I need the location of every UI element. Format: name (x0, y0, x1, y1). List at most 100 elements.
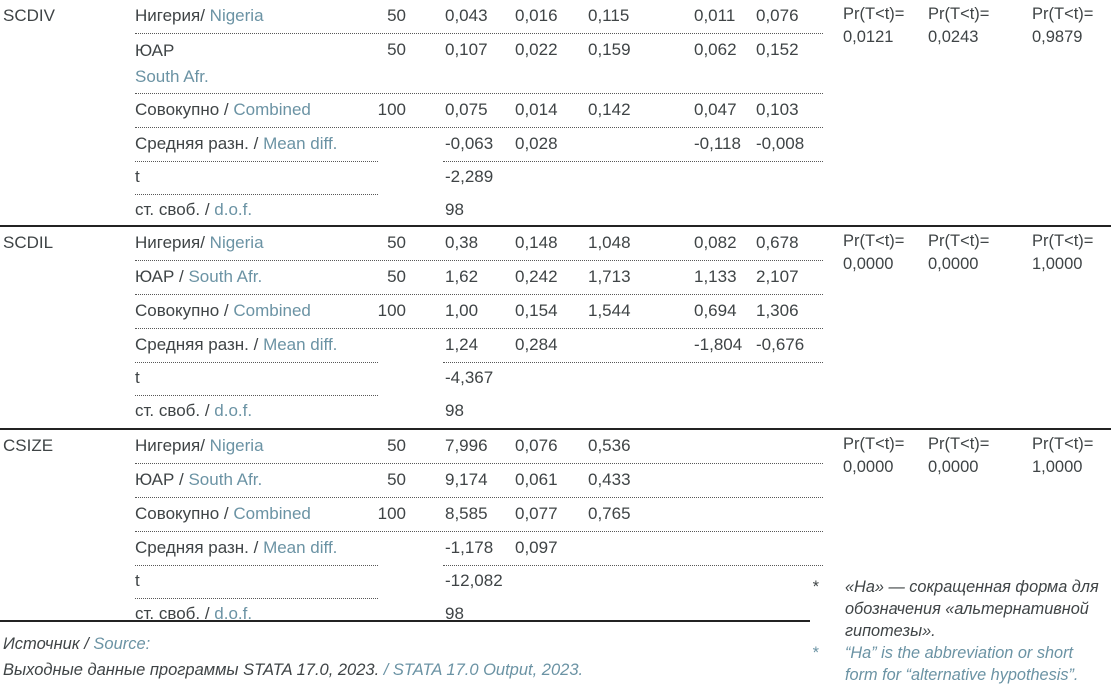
source-note: Источник / Source: Выходные данные прогр… (3, 631, 583, 683)
cell-spacer (409, 329, 445, 362)
cell-n (373, 329, 409, 362)
cell-n (373, 395, 409, 428)
cell-ci-high: -0,676 (756, 335, 805, 354)
cell-std-err (515, 362, 588, 395)
cell-std-err: 0,016 (515, 6, 558, 25)
table-row: Совокупно / Combined 100 8,585 0,077 0,765 (135, 498, 823, 532)
row-label-ru: ЮАР / (135, 470, 184, 489)
cell-std-err: 0,148 (515, 233, 558, 252)
source-text: Выходные данные программы STATA 17.0, 20… (3, 657, 583, 683)
cell-std-err: 0,014 (515, 100, 558, 119)
cell-ci-high: 0,103 (756, 100, 799, 119)
cell-n (373, 128, 409, 161)
cell-mean: 1,62 (445, 267, 479, 286)
cell-n: 50 (387, 436, 406, 455)
cell-ci-high: 1,306 (756, 301, 799, 320)
cell-mean: -4,367 (445, 368, 494, 387)
pr-value: 0,9879 (1032, 28, 1083, 46)
source-label-en: Source: (93, 635, 151, 653)
cell-n: 50 (387, 6, 406, 25)
cell-ci-low (694, 498, 756, 531)
row-label: Совокупно / Combined (135, 295, 373, 328)
cell-std-dev (588, 532, 694, 565)
cell-std-dev (588, 362, 694, 395)
cell-std-dev (588, 329, 694, 362)
cell-spacer (409, 34, 445, 93)
source-label: Источник / Source: (3, 631, 583, 657)
table-row: Средняя разн. / Mean diff. -0,063 0,028 -0,… (135, 128, 823, 162)
variable-name: CSIZE (3, 436, 54, 455)
pr-header: Pr(T<t)= (843, 5, 905, 23)
dotted-separator (443, 362, 823, 363)
cell-ci-low (694, 565, 756, 598)
cell-spacer (409, 498, 445, 531)
cell-ci-high (756, 532, 823, 565)
pr-header: Pr(T<t)= (928, 5, 990, 23)
cell-ci-low: 0,694 (694, 301, 737, 320)
cell-n: 100 (377, 100, 406, 119)
pr-value: 0,0000 (843, 255, 894, 273)
row-label-ru: Средняя разн. / (135, 335, 259, 354)
cell-std-err (515, 565, 588, 598)
row-label: Средняя разн. / Mean diff. (135, 532, 373, 565)
cell-spacer (409, 227, 445, 260)
table-block-scdil: SCDIL Нигерия/ Nigeria 50 0,38 0,148 1,048 0,0… (0, 227, 1111, 430)
pr-value: 0,0121 (843, 28, 894, 46)
cell-ci-high (756, 464, 823, 497)
row-label-en: South Afr. (188, 470, 263, 489)
source-label-ru: Источник / (3, 635, 89, 653)
row-label: ЮАР / South Afr. (135, 261, 373, 294)
cell-mean: 98 (445, 604, 464, 623)
block-rows: Нигерия/ Nigeria 50 0,043 0,016 0,115 0,011 0,… (135, 0, 823, 225)
cell-std-err (515, 161, 588, 194)
pr-value: 0,0000 (843, 458, 894, 476)
cell-mean: -1,178 (445, 538, 494, 557)
table-row: ст. своб. / d.o.f. 98 (135, 194, 823, 225)
cell-spacer (409, 430, 445, 463)
table-row: Средняя разн. / Mean diff. -1,178 0,097 (135, 532, 823, 566)
cell-ci-low: 0,047 (694, 100, 737, 119)
row-label-ru: t (135, 167, 140, 186)
cell-ci-low (694, 194, 756, 226)
cell-n: 100 (377, 301, 406, 320)
cell-ci-low (694, 532, 756, 565)
cell-ci-high (756, 395, 823, 428)
cell-std-dev (588, 395, 694, 428)
cell-ci-low: 0,062 (694, 40, 737, 59)
cell-std-dev (588, 598, 694, 630)
cell-n (373, 598, 409, 630)
row-label-ru: t (135, 368, 140, 387)
row-label-en: Nigeria (209, 6, 264, 25)
cell-std-err: 0,242 (515, 267, 558, 286)
pr-cell: Pr(T<t)= 0,0000 (928, 230, 1020, 276)
cell-std-dev (588, 194, 694, 226)
source-text-ru: Выходные данные программы STATA 17.0, 20… (3, 661, 384, 679)
row-label: ст. своб. / d.o.f. (135, 395, 373, 428)
table-row: Нигерия/ Nigeria 50 0,38 0,148 1,048 0,082 0,6… (135, 227, 823, 261)
cell-mean: 7,996 (445, 436, 488, 455)
pr-header: Pr(T<t)= (928, 232, 990, 250)
cell-std-dev (588, 128, 694, 161)
row-label: ЮАР / South Afr. (135, 464, 373, 497)
pr-cell: Pr(T<t)= 1,0000 (1032, 433, 1111, 479)
dotted-separator (135, 565, 378, 566)
row-label: Средняя разн. / Mean diff. (135, 329, 373, 362)
cell-std-err: 0,097 (515, 538, 558, 557)
table-block-scdiv: SCDIV Нигерия/ Nigeria 50 0,043 0,016 0,115 0,… (0, 0, 1111, 227)
cell-spacer (409, 565, 445, 598)
row-label-en: South Afr. (135, 67, 209, 86)
cell-std-dev: 0,765 (588, 504, 631, 523)
cell-spacer (409, 362, 445, 395)
cell-n (373, 194, 409, 226)
cell-std-dev (588, 161, 694, 194)
footnote-ru-text: «На» — сокращенная форма для обозначения… (845, 578, 1099, 640)
pr-header: Pr(T<t)= (1032, 232, 1094, 250)
cell-ci-high: 0,152 (756, 40, 799, 59)
cell-ci-low: 0,011 (694, 6, 736, 25)
row-label-en: Mean diff. (263, 335, 338, 354)
cell-n: 50 (387, 470, 406, 489)
block-rows: Нигерия/ Nigeria 50 0,38 0,148 1,048 0,082 0,6… (135, 227, 823, 428)
row-label-en: Mean diff. (263, 538, 338, 557)
cell-std-err: 0,028 (515, 134, 558, 153)
